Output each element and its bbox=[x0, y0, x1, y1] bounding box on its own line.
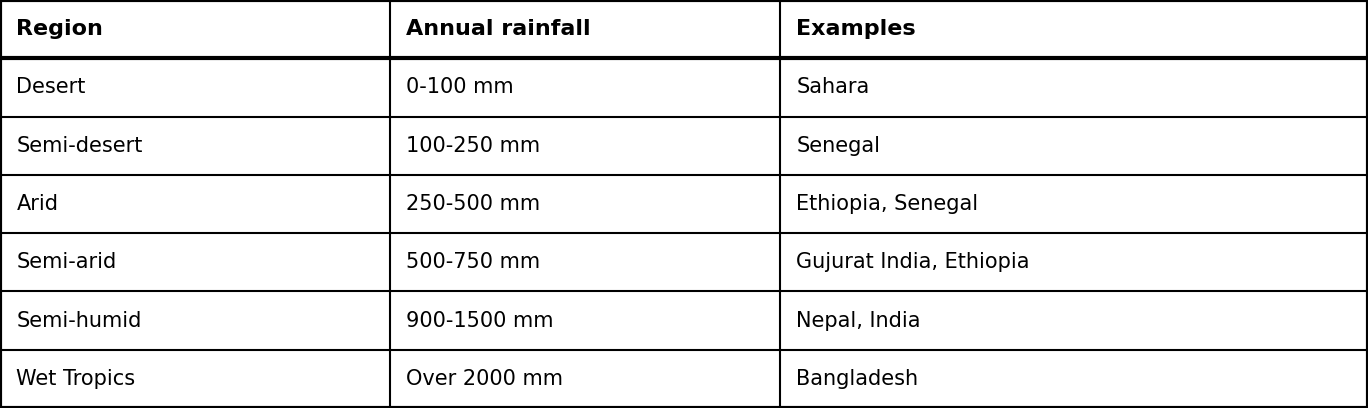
Text: Region: Region bbox=[16, 19, 104, 39]
Text: Semi-desert: Semi-desert bbox=[16, 136, 142, 156]
Text: Gujurat India, Ethiopia: Gujurat India, Ethiopia bbox=[796, 252, 1030, 272]
Text: 0-100 mm: 0-100 mm bbox=[406, 78, 514, 98]
Text: Semi-arid: Semi-arid bbox=[16, 252, 116, 272]
Text: Semi-humid: Semi-humid bbox=[16, 310, 142, 330]
Text: Senegal: Senegal bbox=[796, 136, 880, 156]
Text: Over 2000 mm: Over 2000 mm bbox=[406, 369, 564, 389]
Text: 250-500 mm: 250-500 mm bbox=[406, 194, 540, 214]
Text: Arid: Arid bbox=[16, 194, 59, 214]
Text: 500-750 mm: 500-750 mm bbox=[406, 252, 540, 272]
Text: Ethiopia, Senegal: Ethiopia, Senegal bbox=[796, 194, 978, 214]
Text: Bangladesh: Bangladesh bbox=[796, 369, 918, 389]
Text: Wet Tropics: Wet Tropics bbox=[16, 369, 135, 389]
Text: 900-1500 mm: 900-1500 mm bbox=[406, 310, 554, 330]
Text: 100-250 mm: 100-250 mm bbox=[406, 136, 540, 156]
Text: Nepal, India: Nepal, India bbox=[796, 310, 921, 330]
Text: Desert: Desert bbox=[16, 78, 86, 98]
Text: Examples: Examples bbox=[796, 19, 915, 39]
Text: Annual rainfall: Annual rainfall bbox=[406, 19, 591, 39]
Text: Sahara: Sahara bbox=[796, 78, 870, 98]
